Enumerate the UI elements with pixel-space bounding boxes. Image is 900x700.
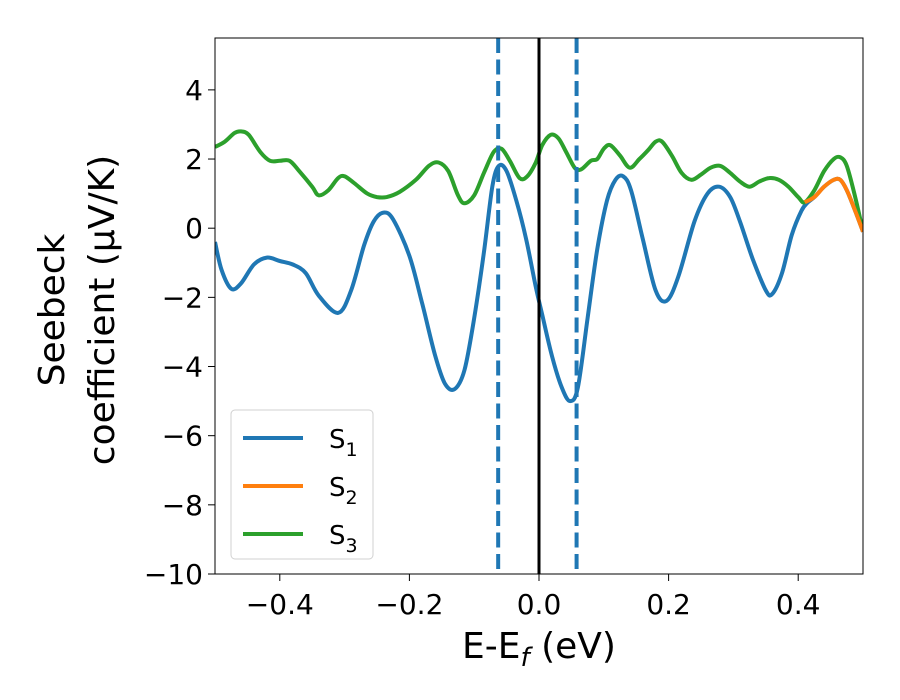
x-tick-label: −0.4 [246,588,314,621]
x-axis-label-main: E-E [462,626,520,667]
y-tick-label: 0 [185,212,203,245]
y-axis-label-line1: Seebeck [32,233,73,386]
legend-item-s2: S2 [243,473,358,509]
legend-label: S1 [329,425,358,461]
legend-label: S3 [329,521,358,557]
x-axis-label-unit: (eV) [530,626,616,667]
y-tick-label: −10 [144,558,203,591]
x-tick-label: −0.2 [375,588,443,621]
reference-lines [496,38,579,574]
y-tick-label: −6 [162,420,203,453]
y-axis: 4 2 0 −2 −4 −6 −8 −10 [144,74,215,591]
legend-label: S2 [329,473,358,509]
x-tick-label: 0.2 [646,588,691,621]
legend: S1 S2 S3 [230,409,374,560]
x-axis: −0.4 −0.2 0.0 0.2 0.4 [246,574,821,621]
y-axis-label: Seebeck coefficient (μV/K) [32,155,123,465]
x-axis-label: E-Ef (eV) [462,626,616,673]
y-tick-label: −2 [162,281,203,314]
y-tick-label: 2 [185,143,203,176]
series-line-s3 [215,129,863,233]
y-tick-label: −4 [162,351,203,384]
series-line-s1 [215,162,863,404]
x-tick-label: 0.0 [517,588,562,621]
legend-item-s3: S3 [243,521,358,557]
x-tick-label: 0.4 [776,588,821,621]
y-tick-label: −8 [162,489,203,522]
series-lines [215,129,863,404]
series-line-s2 [803,176,863,233]
y-tick-label: 4 [185,74,203,107]
legend-item-s1: S1 [243,425,358,461]
y-axis-label-line2: coefficient (μV/K) [82,155,123,465]
